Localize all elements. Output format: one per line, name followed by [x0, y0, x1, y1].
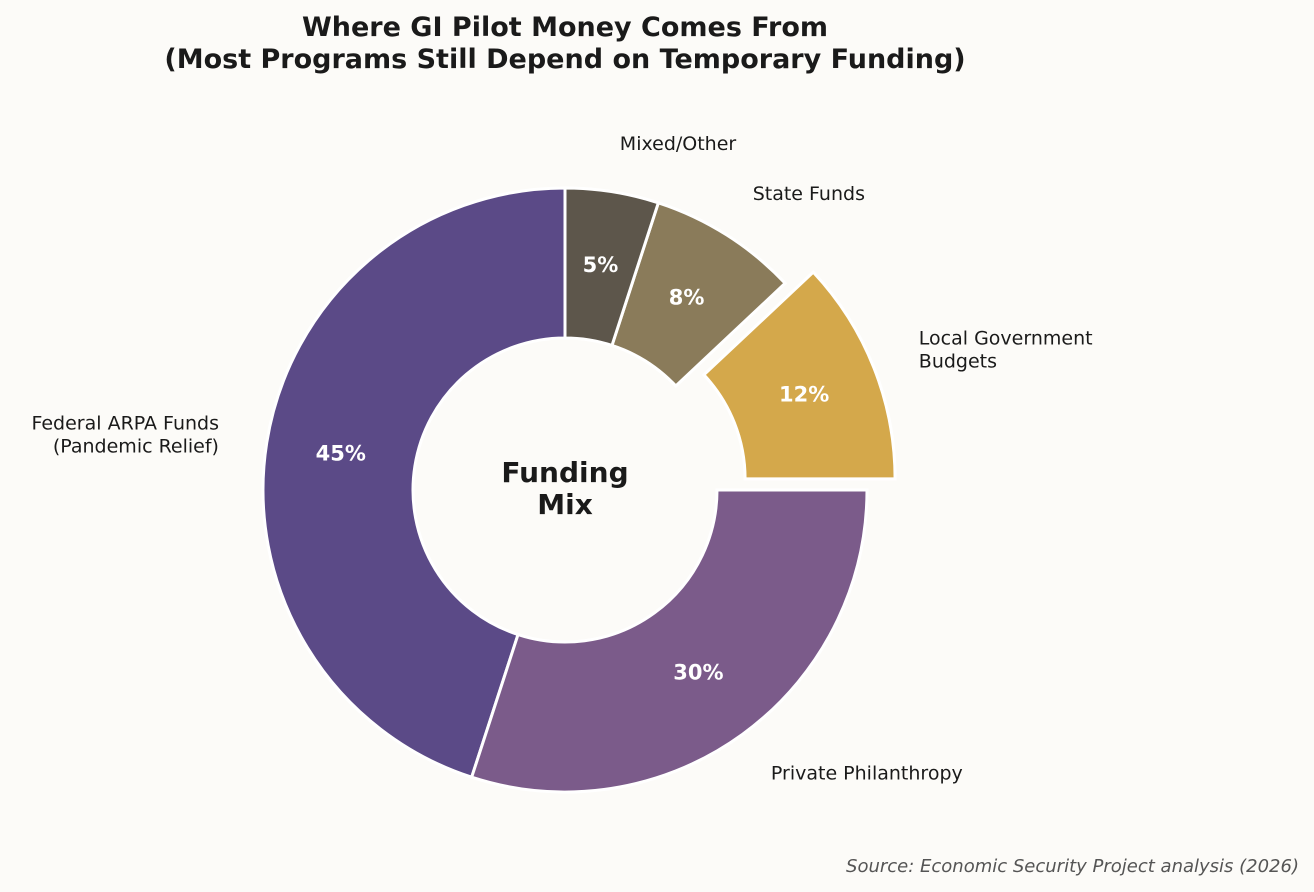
value-label: 8%: [669, 285, 705, 309]
value-label: 5%: [583, 253, 619, 277]
donut-slice: [563, 186, 661, 348]
value-label: 30%: [673, 661, 723, 685]
donut-slice: [701, 270, 897, 481]
chart-title: Where GI Pilot Money Comes From (Most Pro…: [164, 12, 965, 75]
value-label: 12%: [779, 382, 829, 406]
slice-label: State Funds: [753, 183, 865, 205]
source-note: Source: Economic Security Project analys…: [846, 856, 1299, 877]
slice-label: Private Philanthropy: [771, 762, 963, 784]
slice-label: Local Government Budgets: [919, 327, 1093, 372]
donut-slice: [261, 186, 567, 780]
slice-label: Mixed/Other: [620, 132, 737, 154]
center-label: Funding Mix: [501, 456, 628, 521]
value-label: 45%: [316, 441, 366, 465]
slice-label: Federal ARPA Funds (Pandemic Relief): [31, 412, 219, 457]
donut-slice: [469, 488, 869, 794]
